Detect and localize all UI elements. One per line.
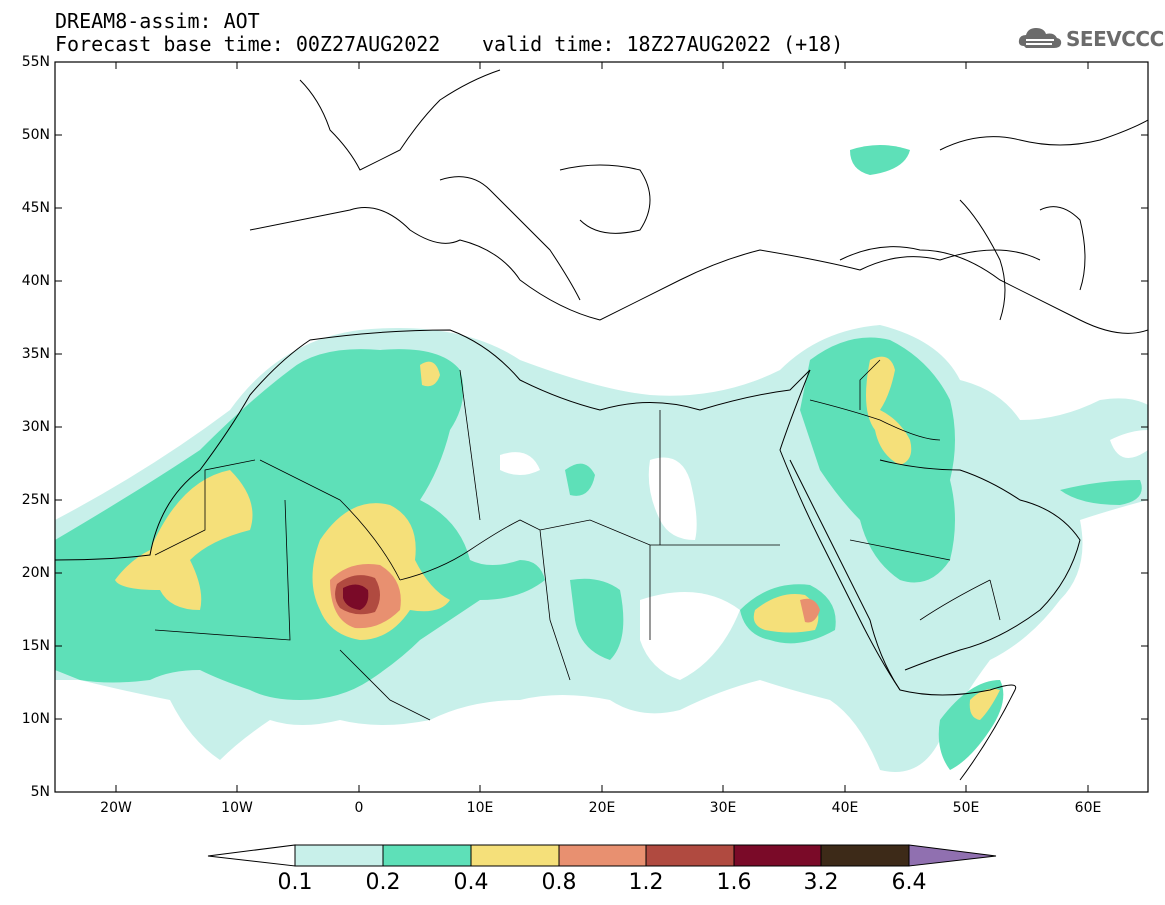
aot-band-0.2-west [55, 349, 545, 700]
lon-label: 10E [466, 800, 494, 816]
lat-label: 25N [21, 492, 50, 508]
lon-label: 10W [221, 800, 253, 816]
lat-label: 50N [21, 127, 50, 143]
colorbar-bin-2 [470, 844, 560, 867]
lon-label: 60E [1074, 800, 1102, 816]
colorbar-tick: 1.6 [716, 870, 752, 895]
coastlines [55, 69, 1148, 781]
colorbar-tick: 0.4 [453, 870, 489, 895]
colorbar-over [908, 844, 997, 867]
colorbar [207, 844, 997, 867]
aot-band-1.6 [343, 584, 369, 610]
colorbar-bin-4 [645, 844, 735, 867]
lon-label: 0 [354, 800, 364, 816]
base-time: Forecast base time: 00Z27AUG2022 [55, 32, 441, 56]
colorbar-tick: 0.2 [365, 870, 401, 895]
lon-label: 20E [588, 800, 616, 816]
aot-field [55, 145, 1148, 772]
lat-label: 30N [21, 419, 50, 435]
colorbar-tick: 6.4 [891, 870, 927, 895]
valid-time: valid time: 18Z27AUG2022 (+18) [482, 32, 844, 56]
lat-label: 5N [30, 784, 50, 800]
colorbar-under [207, 844, 296, 867]
lon-label: 50E [952, 800, 980, 816]
lat-label: 45N [21, 200, 50, 216]
lon-label: 40E [831, 800, 859, 816]
lat-label: 10N [21, 711, 50, 727]
colorbar-bin-5 [733, 844, 822, 867]
colorbar-bin-1 [382, 844, 472, 867]
axis-ticks [55, 61, 1148, 792]
colorbar-tick: 1.2 [628, 870, 664, 895]
map-title: DREAM8-assim: AOT [55, 9, 260, 33]
colorbar-bin-6 [820, 844, 910, 867]
colorbar-bin-3 [558, 844, 647, 867]
logo-text: SEEVCCC [1066, 27, 1164, 51]
cloud-icon [1018, 28, 1062, 48]
lon-label: 20W [100, 800, 132, 816]
lat-label: 20N [21, 565, 50, 581]
lat-label: 15N [21, 638, 50, 654]
lat-label: 55N [21, 54, 50, 70]
colorbar-tick: 0.8 [541, 870, 577, 895]
colorbar-tick: 0.1 [277, 870, 313, 895]
colorbar-tick: 3.2 [803, 870, 839, 895]
lon-label: 30E [709, 800, 737, 816]
colorbar-bin-0 [294, 844, 384, 867]
lat-label: 35N [21, 346, 50, 362]
lat-label: 40N [21, 273, 50, 289]
aot-band-0.2-arabia [800, 337, 955, 583]
borders [154, 359, 1001, 721]
seevccc-logo: SEEVCCC [1016, 22, 1164, 56]
